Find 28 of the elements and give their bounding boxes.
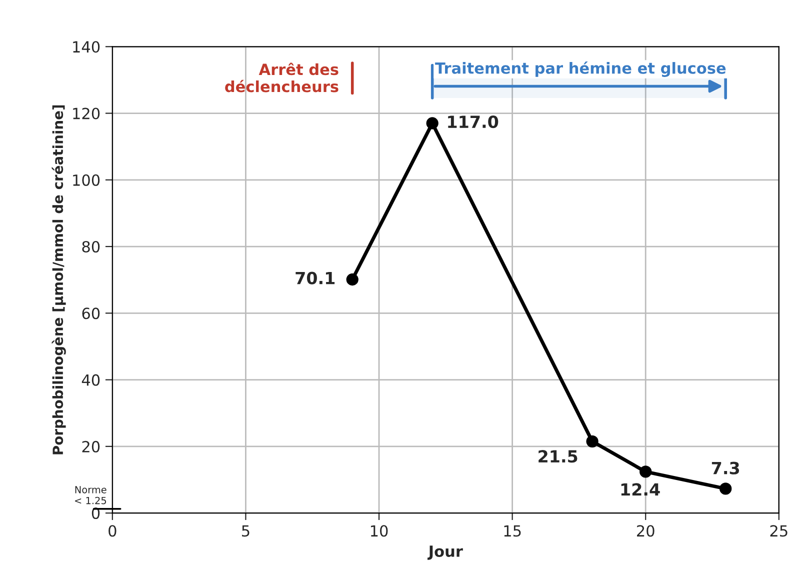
x-tick-label: 0: [108, 525, 116, 537]
x-tick-label: 5: [242, 525, 250, 537]
text: 21.5: [538, 450, 578, 463]
point: [640, 466, 652, 478]
y-tick-label: 140: [73, 41, 100, 53]
point: [426, 117, 438, 130]
point: [586, 435, 598, 448]
x-tick-label: 25: [770, 525, 788, 537]
point: [346, 273, 358, 286]
point: [720, 482, 732, 495]
y-tick-label: 40: [82, 374, 100, 386]
x-tick-label: 15: [504, 525, 521, 537]
x-tick-label: 20: [637, 525, 654, 537]
text: 117.0: [448, 115, 498, 128]
y-axis-title: Porphobilinogène [µmol/mmol de créatinine]: [52, 105, 66, 454]
y-tick-label: 80: [82, 240, 100, 253]
x-axis-title: Jour: [428, 546, 463, 560]
y-tick-label: 100: [73, 174, 100, 186]
text: 12.4: [621, 483, 660, 496]
ref-line-label: Arrêt des déclencheurs: [225, 62, 338, 92]
text: 7.3: [712, 462, 740, 474]
text: 70.1: [296, 272, 335, 284]
y-tick-label: 20: [82, 440, 100, 452]
y-tick-label: 60: [82, 308, 100, 320]
ref-line-label: Norme < 1.25: [75, 486, 106, 504]
band-label: Traitement par hémine et glucose: [435, 61, 726, 77]
x-tick-label: 10: [370, 525, 388, 537]
y-tick-label: 120: [73, 108, 100, 120]
